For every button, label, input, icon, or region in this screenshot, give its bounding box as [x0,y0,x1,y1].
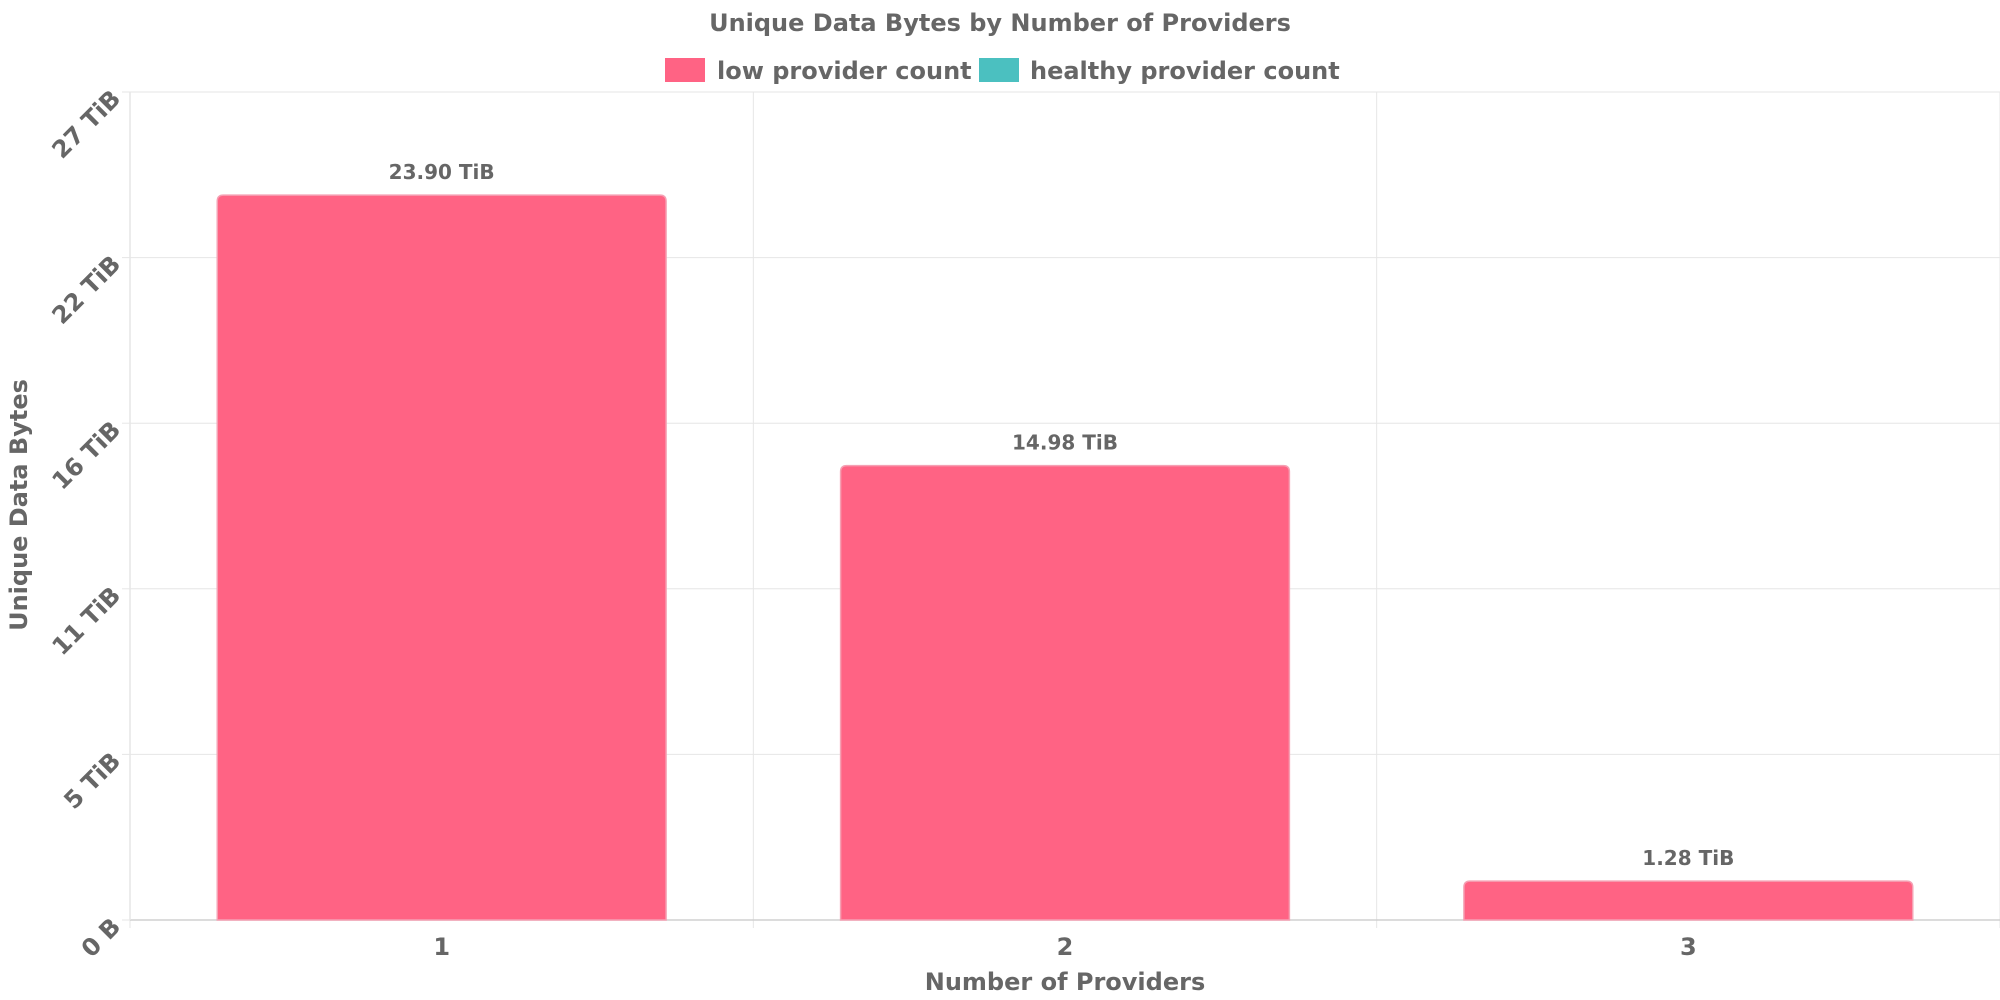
bar [216,194,667,921]
y-tick-label: 27 TiB [47,84,127,164]
y-tick-label: 16 TiB [47,416,127,496]
y-axis-label: Unique Data Bytes [5,379,33,631]
bar-value-label: 23.90 TiB [389,160,495,184]
y-tick-label: 5 TiB [58,747,126,815]
bar [1463,880,1914,921]
legend-label-1: low provider count [717,57,972,85]
legend-swatch-2 [979,58,1019,82]
bar [839,464,1291,921]
x-tick-label: 2 [1057,933,1074,961]
chart-title: Unique Data Bytes by Number of Providers [709,9,1291,37]
bars [216,194,1914,921]
x-tick-label: 3 [1680,933,1697,961]
legend-label-2: healthy provider count [1030,57,1340,85]
legend-swatch-1 [665,58,705,82]
x-axis-label: Number of Providers [925,968,1205,996]
y-tick-label: 11 TiB [47,581,127,661]
y-tick-label: 22 TiB [47,250,127,330]
x-axis-tick-labels: 1 2 3 [433,933,1696,961]
y-tick-label: 0 B [76,912,126,962]
bar-value-label: 1.28 TiB [1642,846,1734,870]
y-axis-tick-labels: 0 B 5 TiB 11 TiB 16 TiB 22 TiB 27 TiB [47,84,127,962]
legend: low provider count healthy provider count [665,57,1340,85]
bar-value-label: 14.98 TiB [1012,431,1118,455]
bar-value-labels: 23.90 TiB 14.98 TiB 1.28 TiB [389,160,1735,870]
x-tick-label: 1 [433,933,450,961]
